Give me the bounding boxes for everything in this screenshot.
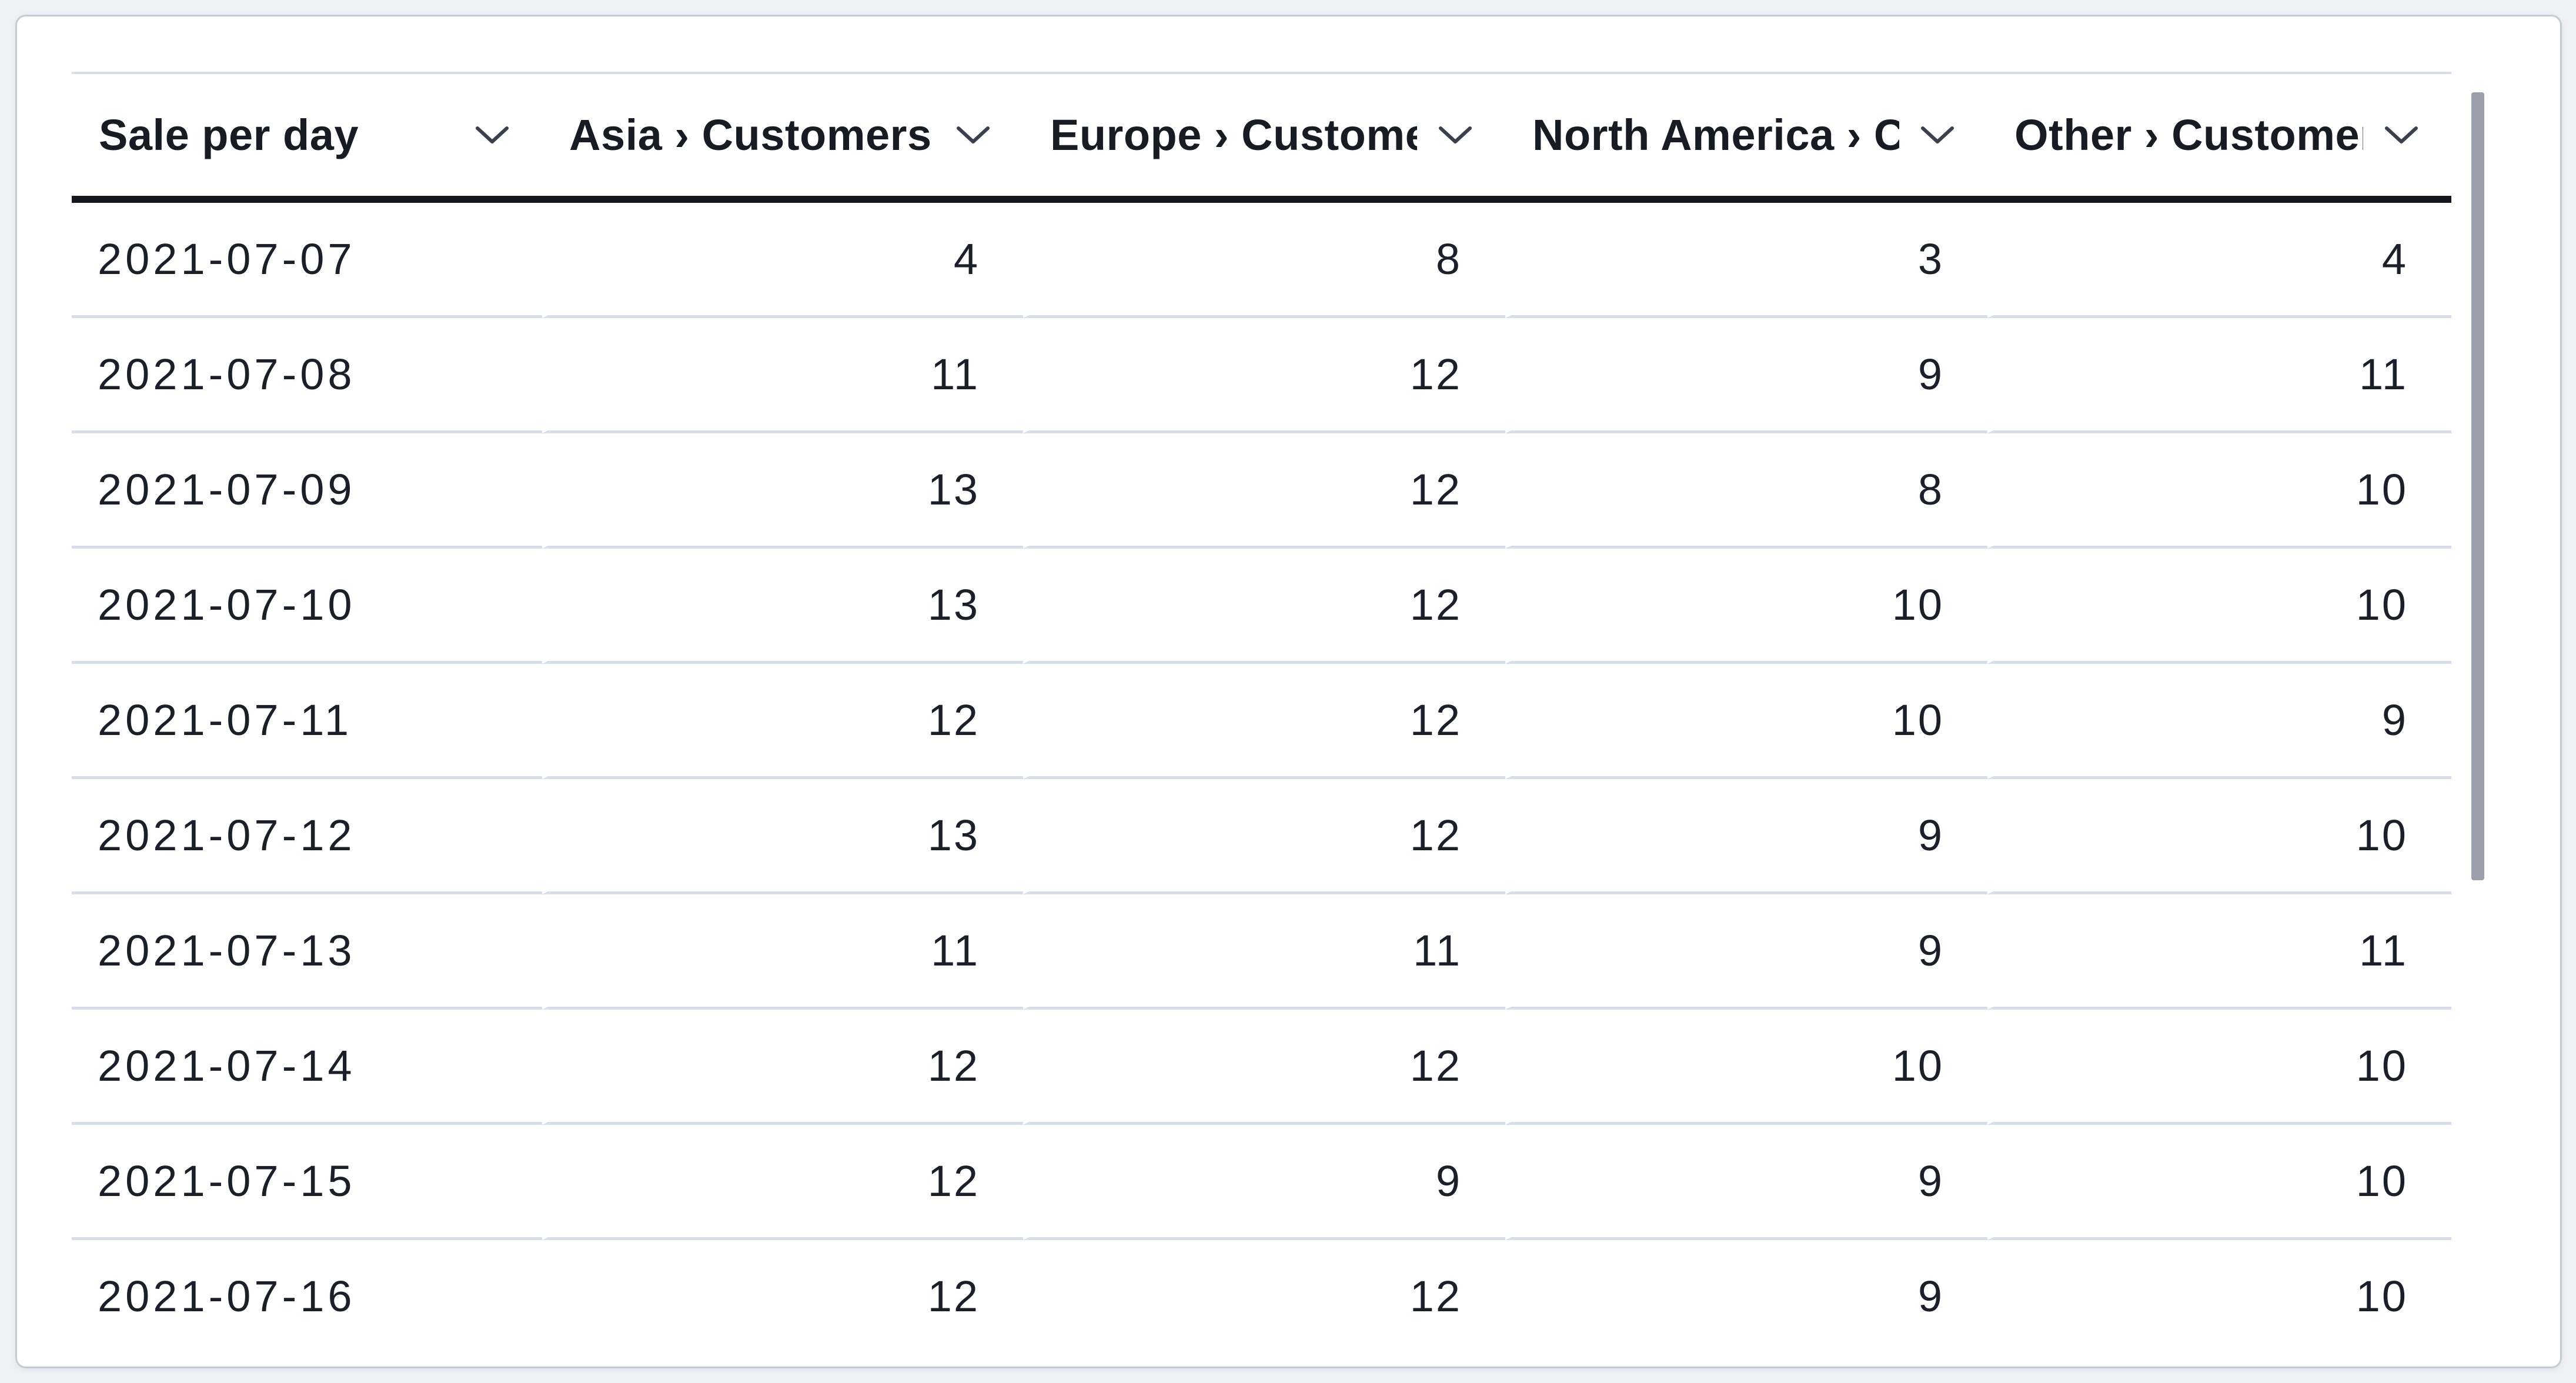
- column-header-label: Europe › Customers: [1050, 111, 1417, 159]
- date-cell: 2021-07-12: [72, 779, 542, 894]
- value-cell: 9: [1505, 318, 1987, 433]
- date-cell: 2021-07-07: [72, 203, 542, 318]
- date-cell: 2021-07-15: [72, 1125, 542, 1240]
- chevron-down-icon: [1921, 126, 1954, 143]
- date-cell: 2021-07-08: [72, 318, 542, 433]
- value-cell: 12: [1023, 549, 1505, 664]
- date-cell: 2021-07-14: [72, 1010, 542, 1125]
- table-row: 2021-07-12 13 12 9 10: [72, 779, 2451, 894]
- value-cell: 10: [1987, 549, 2451, 664]
- table-row: 2021-07-13 11 11 9 11: [72, 894, 2451, 1010]
- value-cell: 12: [542, 1125, 1023, 1240]
- column-header-label: Other › Customers: [2014, 111, 2363, 159]
- table-row: 2021-07-14 12 12 10 10: [72, 1010, 2451, 1125]
- column-header[interactable]: Europe › Customers: [1023, 72, 1505, 203]
- column-header-label: Asia › Customers: [569, 111, 932, 159]
- header-row: Sale per day Asia › Customers Europe › Cus…: [72, 72, 2451, 203]
- value-cell: 4: [1987, 203, 2451, 318]
- value-cell: 8: [1505, 433, 1987, 549]
- value-cell: 3: [1505, 203, 1987, 318]
- value-cell: 12: [1023, 779, 1505, 894]
- table-scroll-area[interactable]: Sale per day Asia › Customers Europe › Cus…: [72, 72, 2451, 1351]
- value-cell: 10: [1505, 1010, 1987, 1125]
- date-cell: 2021-07-16: [72, 1240, 542, 1351]
- date-cell: 2021-07-11: [72, 664, 542, 779]
- chevron-down-icon: [1439, 126, 1472, 143]
- table-row: 2021-07-09 13 12 8 10: [72, 433, 2451, 549]
- value-cell: 12: [542, 664, 1023, 779]
- table-card: Sale per day Asia › Customers Europe › Cus…: [15, 15, 2562, 1368]
- value-cell: 10: [1987, 1125, 2451, 1240]
- value-cell: 13: [542, 549, 1023, 664]
- date-cell: 2021-07-10: [72, 549, 542, 664]
- date-cell: 2021-07-13: [72, 894, 542, 1010]
- value-cell: 13: [542, 433, 1023, 549]
- value-cell: 9: [1987, 664, 2451, 779]
- value-cell: 11: [542, 894, 1023, 1010]
- value-cell: 9: [1505, 1240, 1987, 1351]
- value-cell: 9: [1505, 894, 1987, 1010]
- chevron-down-icon: [957, 126, 990, 143]
- value-cell: 9: [1505, 779, 1987, 894]
- value-cell: 10: [1505, 549, 1987, 664]
- value-cell: 11: [1987, 318, 2451, 433]
- value-cell: 10: [1987, 779, 2451, 894]
- value-cell: 12: [1023, 664, 1505, 779]
- value-cell: 8: [1023, 203, 1505, 318]
- chevron-down-icon: [2385, 126, 2418, 143]
- column-header[interactable]: North America › Customers: [1505, 72, 1987, 203]
- value-cell: 11: [542, 318, 1023, 433]
- value-cell: 12: [1023, 433, 1505, 549]
- column-header-label: North America › Customers: [1532, 111, 1899, 159]
- value-cell: 10: [1987, 433, 2451, 549]
- date-cell: 2021-07-09: [72, 433, 542, 549]
- column-header[interactable]: Other › Customers: [1987, 72, 2451, 203]
- value-cell: 12: [542, 1010, 1023, 1125]
- column-header-label: Sale per day: [99, 111, 359, 159]
- vertical-scrollbar-thumb[interactable]: [2471, 92, 2484, 880]
- value-cell: 12: [1023, 1240, 1505, 1351]
- table-row: 2021-07-07 4 8 3 4: [72, 203, 2451, 318]
- value-cell: 9: [1023, 1125, 1505, 1240]
- column-header[interactable]: Asia › Customers: [542, 72, 1023, 203]
- table-row: 2021-07-15 12 9 9 10: [72, 1125, 2451, 1240]
- value-cell: 10: [1987, 1240, 2451, 1351]
- data-table: Sale per day Asia › Customers Europe › Cus…: [72, 72, 2451, 1351]
- table-row: 2021-07-10 13 12 10 10: [72, 549, 2451, 664]
- value-cell: 11: [1023, 894, 1505, 1010]
- value-cell: 4: [542, 203, 1023, 318]
- table-row: 2021-07-11 12 12 10 9: [72, 664, 2451, 779]
- value-cell: 12: [542, 1240, 1023, 1351]
- value-cell: 12: [1023, 1010, 1505, 1125]
- value-cell: 11: [1987, 894, 2451, 1010]
- value-cell: 13: [542, 779, 1023, 894]
- value-cell: 12: [1023, 318, 1505, 433]
- value-cell: 9: [1505, 1125, 1987, 1240]
- value-cell: 10: [1987, 1010, 2451, 1125]
- chevron-down-icon: [476, 126, 509, 143]
- table-row: 2021-07-08 11 12 9 11: [72, 318, 2451, 433]
- column-header[interactable]: Sale per day: [72, 72, 542, 203]
- value-cell: 10: [1505, 664, 1987, 779]
- table-row: 2021-07-16 12 12 9 10: [72, 1240, 2451, 1351]
